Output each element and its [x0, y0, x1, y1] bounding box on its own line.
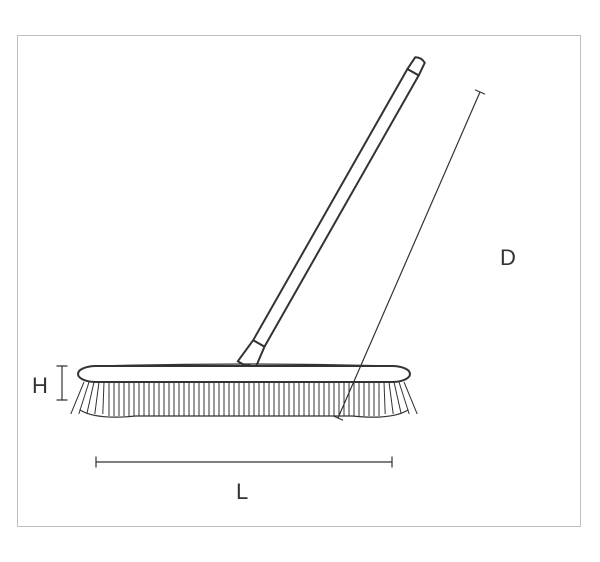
dimension-label-d: D — [500, 245, 516, 271]
dimension-label-l: L — [236, 479, 248, 505]
dimension-label-h: H — [32, 373, 48, 399]
diagram-frame — [17, 35, 581, 527]
